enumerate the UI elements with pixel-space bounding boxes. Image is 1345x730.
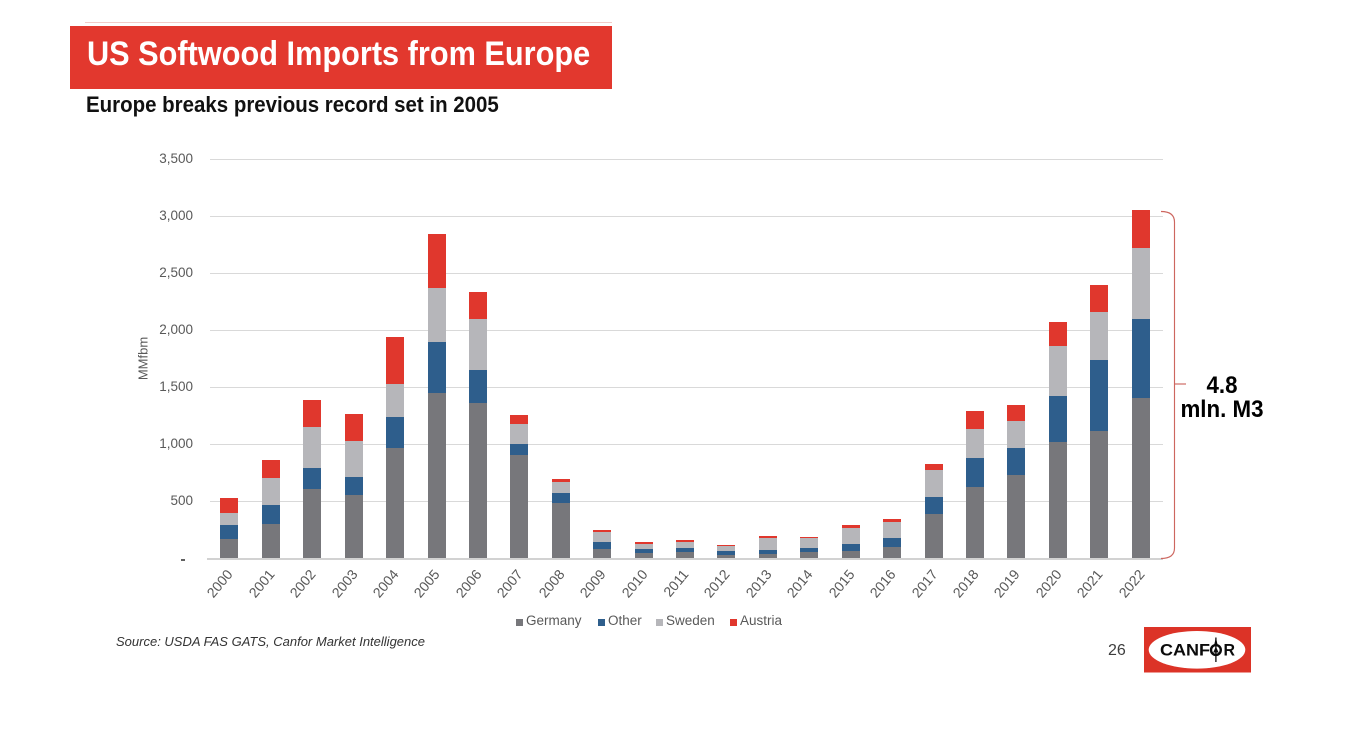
svg-text:CANF: CANF bbox=[1160, 642, 1210, 660]
svg-text:R: R bbox=[1224, 642, 1236, 660]
